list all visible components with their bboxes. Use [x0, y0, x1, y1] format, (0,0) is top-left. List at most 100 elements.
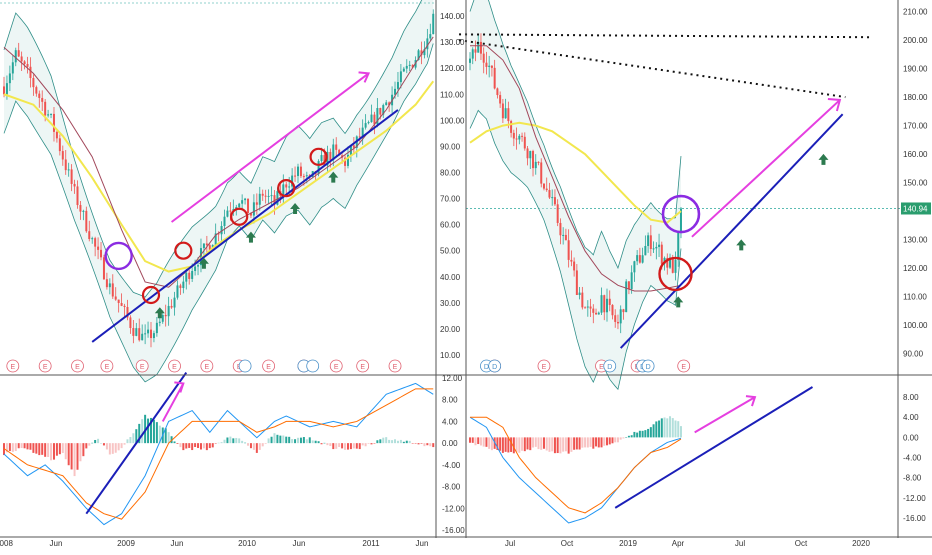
histogram-bar — [521, 437, 524, 451]
histogram-bar — [423, 443, 426, 447]
candle-body — [679, 208, 682, 234]
candle-body — [370, 114, 373, 123]
histogram-bar — [291, 439, 294, 444]
candle-body — [61, 151, 64, 160]
histogram-bar — [338, 443, 341, 447]
y-tick-label: -8.00 — [903, 474, 922, 483]
histogram-bar — [600, 437, 603, 448]
histogram-bar — [394, 439, 397, 444]
histogram-bar — [123, 443, 126, 445]
histogram-bar — [252, 443, 255, 450]
histogram-bar — [232, 438, 235, 444]
histogram-bar — [26, 443, 29, 450]
candle-body — [67, 169, 70, 171]
candle-body — [20, 56, 23, 62]
arrow-magenta-head — [827, 97, 842, 112]
arrow-magenta-head — [174, 381, 185, 393]
histogram-bar — [518, 437, 521, 453]
candle-body — [373, 114, 376, 125]
earnings-marker — [6, 359, 20, 373]
candle-body — [332, 144, 335, 161]
arrow-magenta — [694, 396, 756, 434]
histogram-bar — [20, 443, 23, 448]
candle-body — [625, 281, 628, 313]
y-tick-label: 200.00 — [903, 36, 928, 45]
histogram-bar — [308, 437, 311, 444]
candle-body — [385, 102, 388, 106]
histogram-bar — [305, 439, 308, 444]
histogram-bar — [326, 443, 329, 446]
right-price-panel: 210.00 200.00 190.00 180.00 170.00 160.00 150.… — [458, 0, 931, 391]
candle-body — [411, 64, 414, 68]
candle-body — [344, 157, 347, 166]
candle-body — [477, 41, 480, 53]
candle-body — [47, 114, 50, 116]
left-macd-panel: 12.00 8.00 4.00 0.00 -4.00 -8.00 -12.00 -16.00 2… — [0, 371, 465, 548]
y-tick-label: 120.00 — [440, 64, 465, 73]
trendline-blue — [619, 113, 844, 349]
bollinger-upper — [3, 0, 423, 298]
histogram-bar — [603, 437, 606, 446]
y-tick-label: 30.00 — [440, 299, 461, 308]
histogram-bar — [567, 437, 570, 454]
histogram-bar — [285, 436, 288, 444]
histogram-bar — [581, 437, 584, 448]
histogram-bar — [420, 443, 423, 444]
earnings-marker-label: E — [205, 364, 210, 371]
earnings-marker-label: E — [43, 364, 48, 371]
candle-body — [3, 86, 5, 95]
histogram-bar — [17, 443, 20, 449]
histogram-bar — [147, 418, 150, 444]
candle-body — [276, 191, 279, 205]
earnings-marker — [537, 359, 551, 373]
histogram-bar — [526, 437, 529, 450]
candle-body — [208, 245, 211, 251]
histogram-bar — [556, 437, 559, 454]
histogram-bar — [616, 437, 619, 443]
histogram-bar — [426, 443, 429, 446]
histogram-bar — [270, 436, 273, 444]
up-arrow-icon — [198, 257, 209, 269]
y-tick-label: 130.00 — [903, 236, 928, 245]
histogram-bar — [504, 437, 507, 452]
candle-body — [214, 233, 217, 246]
candle-body — [471, 49, 474, 59]
histogram-bar — [323, 442, 326, 444]
candle-body — [299, 166, 302, 177]
candle-body — [379, 108, 382, 115]
y-tick-label: 4.00 — [903, 413, 919, 422]
circle-purple — [104, 241, 133, 271]
histogram-bar — [194, 443, 197, 448]
histogram-bar — [164, 428, 167, 444]
histogram-bar — [666, 418, 669, 438]
histogram-bar — [352, 443, 355, 449]
candle-body — [35, 87, 38, 94]
candle-body — [244, 198, 247, 201]
candle-body — [267, 195, 270, 197]
candle-body — [117, 299, 120, 303]
histogram-bar — [55, 443, 58, 456]
histogram-bar — [311, 440, 314, 444]
candle-body — [191, 270, 194, 279]
candle-body — [396, 82, 399, 89]
moving-average-yellow — [3, 80, 435, 273]
histogram-bar — [570, 437, 573, 452]
candle-body — [85, 210, 88, 232]
histogram-bar — [173, 441, 176, 444]
histogram-bar — [279, 435, 282, 444]
candle-body — [540, 162, 543, 184]
candle-body — [518, 135, 521, 140]
histogram-bar — [211, 443, 214, 448]
histogram-bar — [562, 437, 565, 452]
histogram-bar — [32, 443, 35, 453]
histogram-bar — [11, 443, 14, 452]
candle-body — [179, 285, 182, 289]
candle-body — [542, 183, 545, 189]
histogram-bar — [5, 443, 8, 453]
candle-body — [405, 65, 408, 69]
candle-body — [76, 186, 79, 206]
candle-body — [592, 308, 595, 313]
y-tick-label: 12.00 — [442, 374, 463, 383]
candle-body — [501, 103, 504, 119]
histogram-bar — [584, 437, 587, 448]
